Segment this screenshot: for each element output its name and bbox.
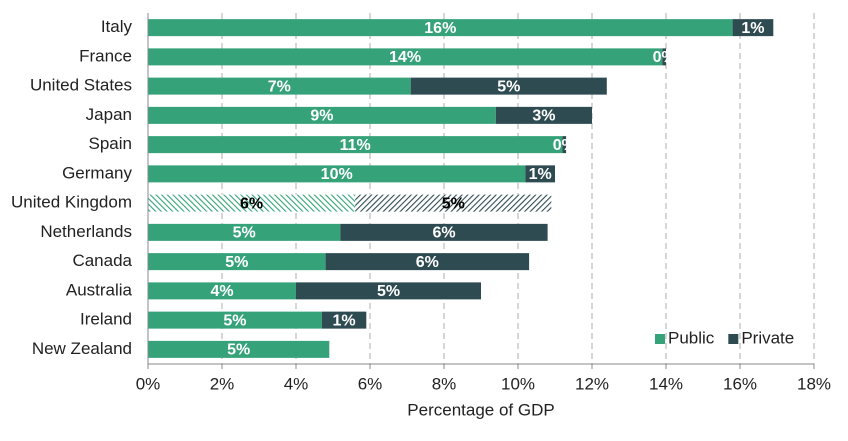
x-tick-label: 6% xyxy=(358,374,383,393)
value-label: 5% xyxy=(233,225,256,242)
y-tick-label: Spain xyxy=(89,134,132,153)
x-tick-label: 8% xyxy=(432,374,457,393)
value-label: 0% xyxy=(553,137,576,154)
value-label: 4% xyxy=(210,283,233,300)
legend-label: Private xyxy=(741,328,794,347)
value-label: 5% xyxy=(497,78,520,95)
x-tick-label: 10% xyxy=(501,374,535,393)
value-label: 5% xyxy=(225,254,248,271)
y-tick-label: United Kingdom xyxy=(11,193,132,212)
bar-segment xyxy=(732,19,774,37)
bar-segment xyxy=(525,165,555,183)
value-label: 1% xyxy=(333,312,356,329)
y-tick-label: France xyxy=(79,46,132,65)
value-label: 1% xyxy=(741,20,764,37)
value-label: 11% xyxy=(340,137,371,154)
bar-segment xyxy=(148,311,322,329)
bar-segment xyxy=(148,340,330,358)
y-tick-label: Germany xyxy=(62,163,132,182)
x-tick-label: 4% xyxy=(284,374,309,393)
bar-segment xyxy=(355,194,552,212)
y-tick-label: Canada xyxy=(72,251,132,270)
y-tick-label: New Zealand xyxy=(32,339,132,358)
legend-swatch xyxy=(655,334,665,344)
value-label: 5% xyxy=(227,342,250,359)
value-label: 10% xyxy=(321,166,353,183)
bar-segment xyxy=(562,136,567,154)
value-label: 14% xyxy=(389,49,421,66)
value-label: 6% xyxy=(240,195,263,212)
value-label: 6% xyxy=(416,254,439,271)
bar-segment xyxy=(148,19,733,37)
bar-segment xyxy=(148,136,563,154)
y-tick-label: Netherlands xyxy=(40,222,132,241)
value-label: 9% xyxy=(310,108,333,125)
y-tick-label: United States xyxy=(30,76,132,95)
y-tick-label: Ireland xyxy=(80,310,132,329)
bar-segment xyxy=(148,282,296,300)
legend-label: Public xyxy=(668,328,715,347)
x-tick-label: 18% xyxy=(797,374,831,393)
x-tick-label: 2% xyxy=(210,374,235,393)
value-label: 1% xyxy=(529,166,552,183)
value-label: 3% xyxy=(532,108,555,125)
value-label: 16% xyxy=(424,20,456,37)
bar-segment xyxy=(148,165,526,183)
bar-segment xyxy=(148,194,356,212)
value-label: 7% xyxy=(268,78,291,95)
legend-swatch xyxy=(728,334,739,344)
bar-segment xyxy=(148,106,496,124)
x-axis-title: Percentage of GDP xyxy=(407,400,554,419)
bar-segment xyxy=(296,282,481,300)
x-tick-label: 14% xyxy=(649,374,683,393)
x-tick-label: 12% xyxy=(575,374,609,393)
bar-segment xyxy=(325,253,530,271)
x-tick-label: 0% xyxy=(136,374,161,393)
value-label: 0% xyxy=(653,49,676,66)
bar-segment xyxy=(148,253,326,271)
bar-segment xyxy=(148,77,411,95)
bar-segment xyxy=(662,48,666,66)
value-label: 5% xyxy=(377,283,400,300)
bar-segment xyxy=(495,106,592,124)
x-tick-label: 16% xyxy=(723,374,757,393)
value-label: 5% xyxy=(223,312,246,329)
bar-segment xyxy=(410,77,607,95)
bar-segment xyxy=(321,311,367,329)
value-label: 5% xyxy=(442,195,465,212)
bar-segment xyxy=(148,48,663,66)
y-tick-label: Australia xyxy=(66,280,133,299)
y-tick-label: Japan xyxy=(86,105,132,124)
bar-segment xyxy=(340,223,548,241)
y-tick-label: Italy xyxy=(101,17,133,36)
bar-segment xyxy=(148,223,341,241)
value-label: 6% xyxy=(432,225,455,242)
